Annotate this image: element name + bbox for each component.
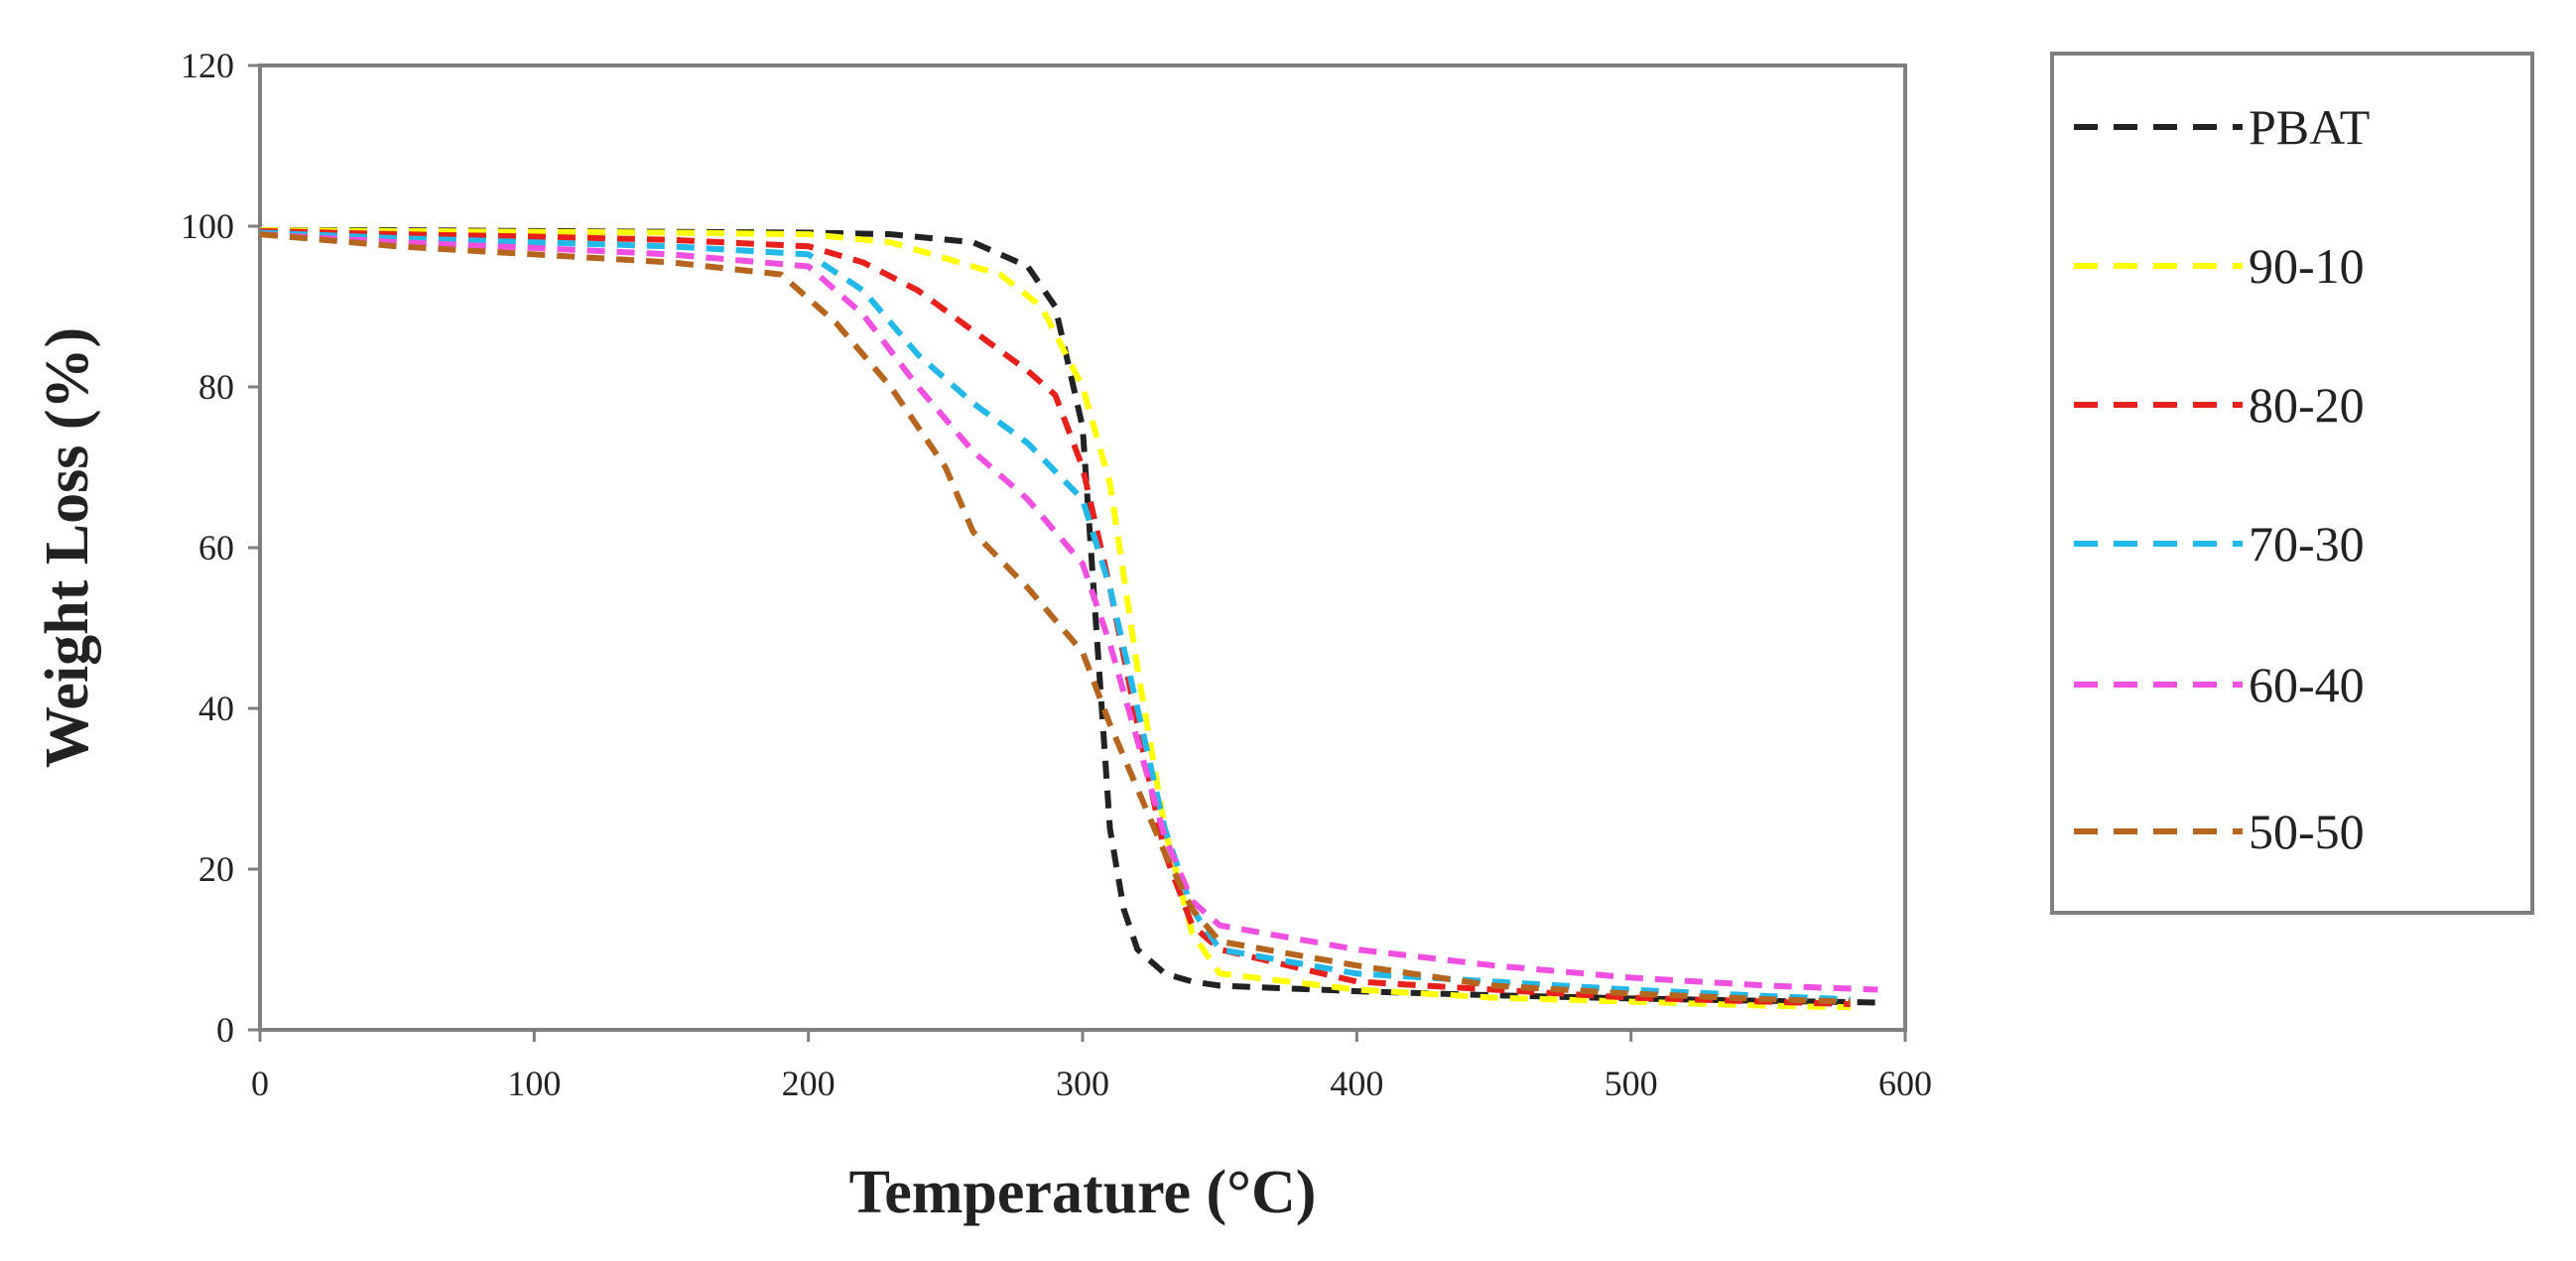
legend-box — [2050, 52, 2534, 915]
x-axis: 0 100 200 300 400 500 600 — [251, 1030, 1932, 1103]
legend-label: 50-50 — [2249, 804, 2365, 859]
x-tick-label: 100 — [507, 1064, 561, 1103]
series-line-50-50 — [259, 231, 1851, 1005]
y-tick-label: 20 — [198, 849, 234, 889]
legend: PBAT 90-10 80-20 70-30 60-40 50-50 — [2074, 99, 2370, 859]
y-tick-label: 0 — [216, 1010, 234, 1050]
x-tick-label: 300 — [1056, 1064, 1109, 1103]
legend-label: 60-40 — [2249, 657, 2365, 712]
plot-area — [258, 63, 1907, 1032]
x-tick-label: 0 — [251, 1064, 269, 1103]
x-tick-label: 600 — [1878, 1064, 1932, 1103]
y-axis: 0 20 40 60 80 100 120 — [181, 46, 260, 1050]
x-tick-label: 500 — [1605, 1064, 1658, 1103]
legend-label: 80-20 — [2249, 377, 2365, 433]
y-axis-title: Weight Loss (%) — [34, 327, 101, 768]
y-tick-label: 40 — [198, 689, 234, 728]
legend-label: PBAT — [2249, 99, 2370, 155]
series-layer — [259, 227, 1878, 1011]
y-tick-label: 80 — [198, 367, 234, 407]
y-tick-label: 120 — [181, 46, 234, 85]
series-line-90-10 — [259, 227, 1851, 1011]
x-axis-title: Temperature (°C) — [849, 1159, 1317, 1226]
x-tick-label: 200 — [782, 1064, 836, 1103]
y-tick-label: 100 — [181, 206, 234, 246]
series-line-60-40 — [259, 231, 1878, 993]
legend-label: 90-10 — [2249, 238, 2365, 294]
x-tick-label: 400 — [1330, 1064, 1383, 1103]
y-tick-label: 60 — [198, 528, 234, 567]
series-line-80-20 — [259, 227, 1851, 1008]
legend-label: 70-30 — [2249, 516, 2365, 571]
